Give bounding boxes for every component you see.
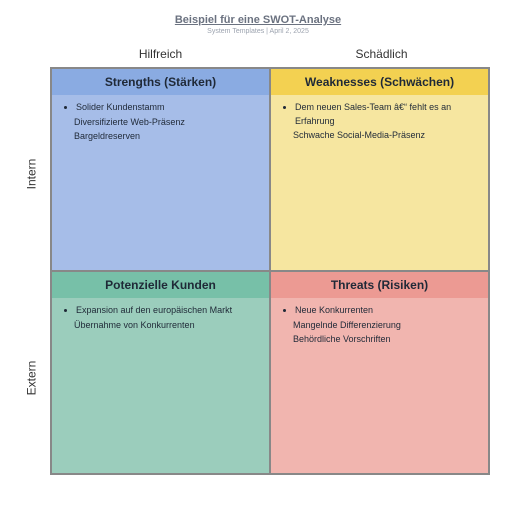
page-header: Beispiel für eine SWOT-Analyse System Te… <box>24 14 492 35</box>
list-item: Übernahme von Konkurrenten <box>66 319 259 333</box>
threats-header: Threats (Risiken) <box>271 272 488 298</box>
list-item: Behördliche Vorschriften <box>285 333 478 347</box>
page-title: Beispiel für eine SWOT-Analyse <box>24 14 492 26</box>
list-item: Diversifizierte Web-Präsenz <box>66 116 259 130</box>
list-item: Bargeldreserven <box>66 130 259 144</box>
opportunities-header: Potenzielle Kunden <box>52 272 269 298</box>
list-item: Neue Konkurrenten <box>295 304 478 318</box>
quadrant-weaknesses: Weaknesses (Schwächen) Dem neuen Sales-T… <box>270 68 489 271</box>
opportunities-body: Expansion auf den europäischen Markt Übe… <box>52 298 269 473</box>
swot-chart: Hilfreich Schädlich Intern Extern Streng… <box>50 47 492 475</box>
col-header-harmful: Schädlich <box>271 47 492 67</box>
list-item: Schwache Social-Media-Präsenz <box>285 129 478 143</box>
column-headers: Hilfreich Schädlich <box>50 47 492 67</box>
quadrant-threats: Threats (Risiken) Neue Konkurrenten Mang… <box>270 271 489 474</box>
row-header-external: Extern <box>24 361 38 396</box>
row-header-internal: Intern <box>24 159 38 190</box>
swot-page: Beispiel für eine SWOT-Analyse System Te… <box>0 0 516 516</box>
quadrant-strengths: Strengths (Stärken) Solider Kundenstamm … <box>51 68 270 271</box>
list-item: Mangelnde Differenzierung <box>285 319 478 333</box>
list-item: Dem neuen Sales-Team â€“ fehlt es an Erf… <box>295 101 478 128</box>
threats-body: Neue Konkurrenten Mangelnde Differenzier… <box>271 298 488 473</box>
list-item: Expansion auf den europäischen Markt <box>76 304 259 318</box>
list-item: Solider Kundenstamm <box>76 101 259 115</box>
strengths-body: Solider Kundenstamm Diversifizierte Web-… <box>52 95 269 270</box>
page-subtitle: System Templates | April 2, 2025 <box>24 28 492 35</box>
weaknesses-header: Weaknesses (Schwächen) <box>271 69 488 95</box>
quadrant-opportunities: Potenzielle Kunden Expansion auf den eur… <box>51 271 270 474</box>
swot-grid: Strengths (Stärken) Solider Kundenstamm … <box>50 67 490 475</box>
col-header-helpful: Hilfreich <box>50 47 271 67</box>
weaknesses-body: Dem neuen Sales-Team â€“ fehlt es an Erf… <box>271 95 488 270</box>
strengths-header: Strengths (Stärken) <box>52 69 269 95</box>
